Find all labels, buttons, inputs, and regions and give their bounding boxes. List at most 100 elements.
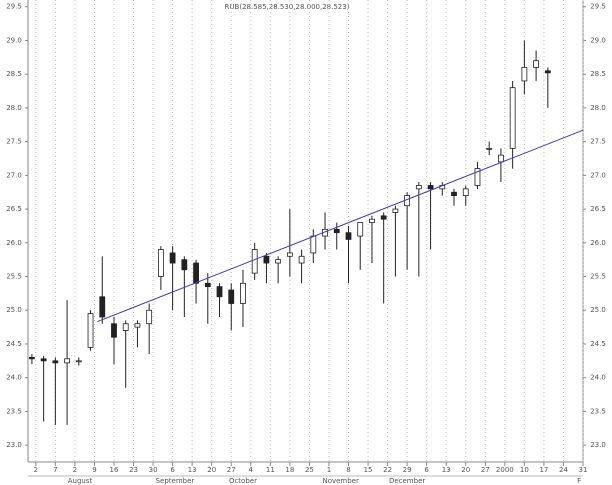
x-tick-label: 23 xyxy=(129,466,138,474)
x-tick-label: 6 xyxy=(424,466,429,474)
candle-body xyxy=(87,313,94,348)
month-label: F xyxy=(577,477,581,485)
candle-body xyxy=(427,185,434,190)
y-tick-label: 27.5 xyxy=(6,138,22,146)
candle-body xyxy=(216,286,223,298)
candle-body xyxy=(345,232,352,240)
y-tick-label-right: 28.5 xyxy=(590,70,606,78)
candle-body xyxy=(75,360,82,363)
candle-body xyxy=(29,357,35,360)
candle-body xyxy=(157,249,164,277)
candle-body xyxy=(181,259,188,271)
y-tick-label: 24.5 xyxy=(6,340,22,348)
x-tick-label: 10 xyxy=(520,466,529,474)
candle-body xyxy=(310,235,317,254)
x-tick-label: 31 xyxy=(579,466,588,474)
x-tick-label: 27 xyxy=(481,466,490,474)
candle-body xyxy=(52,360,59,364)
x-tick-label: 15 xyxy=(364,466,373,474)
candle-body xyxy=(286,252,293,257)
x-tick-label: 13 xyxy=(188,466,197,474)
candle-body xyxy=(474,168,481,186)
x-tick-label: 27 xyxy=(227,466,236,474)
x-tick-label: 17 xyxy=(539,466,548,474)
candle-body xyxy=(415,185,422,190)
candle-body xyxy=(204,282,211,288)
candle-body xyxy=(193,262,199,284)
candle-body xyxy=(228,289,235,304)
y-tick-label: 27.0 xyxy=(6,171,22,179)
candle-body xyxy=(357,222,364,237)
y-tick-label-right: 25.0 xyxy=(590,306,606,314)
y-tick-label-right: 26.0 xyxy=(590,239,606,247)
x-tick-label: 25 xyxy=(305,466,314,474)
x-tick-label: 30 xyxy=(149,466,158,474)
x-tick-label: 18 xyxy=(285,466,294,474)
candle-body xyxy=(498,154,504,163)
y-tick-label-right: 26.5 xyxy=(590,205,606,213)
candle-body xyxy=(486,147,493,150)
y-tick-label: 28.5 xyxy=(6,70,22,78)
month-label: September xyxy=(156,477,195,485)
x-tick-label: 2 xyxy=(73,466,77,474)
x-tick-label: 1 xyxy=(327,466,331,474)
candle-body xyxy=(111,323,117,338)
candle-body xyxy=(451,191,457,196)
x-tick-label: 13 xyxy=(442,466,451,474)
chart-title: RUB(28.585,28.530,28.000,28.523) xyxy=(225,3,350,11)
x-tick-label: 16 xyxy=(110,466,119,474)
y-tick-label-right: 24.5 xyxy=(590,340,606,348)
y-tick-label: 29.5 xyxy=(6,3,22,11)
candle-body xyxy=(134,323,141,328)
y-tick-label: 25.0 xyxy=(6,306,22,314)
candle-body xyxy=(392,208,399,213)
x-tick-label: 22 xyxy=(383,466,392,474)
y-tick-label: 25.5 xyxy=(6,273,22,281)
candle-body xyxy=(521,67,528,82)
candle-body xyxy=(40,358,47,362)
y-tick-label: 23.5 xyxy=(6,407,22,415)
y-tick-label: 26.0 xyxy=(6,239,22,247)
y-tick-label: 26.5 xyxy=(6,205,22,213)
month-label: December xyxy=(389,477,425,485)
candle-body xyxy=(122,323,129,331)
x-tick-label: 4 xyxy=(249,466,254,474)
y-tick-label-right: 24.0 xyxy=(590,374,606,382)
x-tick-label: 20 xyxy=(461,466,470,474)
y-tick-label-right: 27.5 xyxy=(590,138,606,146)
y-tick-label-right: 27.0 xyxy=(590,171,606,179)
candle-body xyxy=(240,282,246,304)
y-tick-label: 29.0 xyxy=(6,36,22,44)
y-tick-label-right: 23.5 xyxy=(590,407,606,415)
candle-body xyxy=(369,218,375,223)
y-tick-label: 24.0 xyxy=(6,374,22,382)
x-tick-label: 24 xyxy=(559,466,568,474)
x-tick-label: 9 xyxy=(92,466,96,474)
x-tick-label: 6 xyxy=(170,466,175,474)
candle-body xyxy=(533,60,539,68)
candle-body xyxy=(380,215,387,220)
candle-body xyxy=(509,87,516,149)
y-tick-label-right: 28.0 xyxy=(590,104,606,112)
y-tick-label-right: 25.5 xyxy=(590,273,606,281)
y-tick-label: 28.0 xyxy=(6,104,22,112)
month-label: November xyxy=(322,477,359,485)
x-tick-label: 29 xyxy=(403,466,412,474)
y-tick-label-right: 29.0 xyxy=(590,36,606,44)
candle-body xyxy=(275,259,282,264)
x-tick-label: 11 xyxy=(266,466,275,474)
candle-body xyxy=(462,188,469,196)
y-tick-label-right: 29.5 xyxy=(590,3,606,11)
candle-body xyxy=(146,309,153,325)
trend-line xyxy=(96,129,584,323)
candle-body xyxy=(263,255,270,264)
x-tick-label: 2 xyxy=(34,466,38,474)
x-tick-label: 7 xyxy=(53,466,57,474)
x-tick-label: 20 xyxy=(207,466,216,474)
candle-body xyxy=(169,252,176,264)
month-label: October xyxy=(229,477,257,485)
candle-body xyxy=(333,228,340,234)
x-tick-label: 2000 xyxy=(496,466,514,474)
candle-body xyxy=(544,70,551,74)
